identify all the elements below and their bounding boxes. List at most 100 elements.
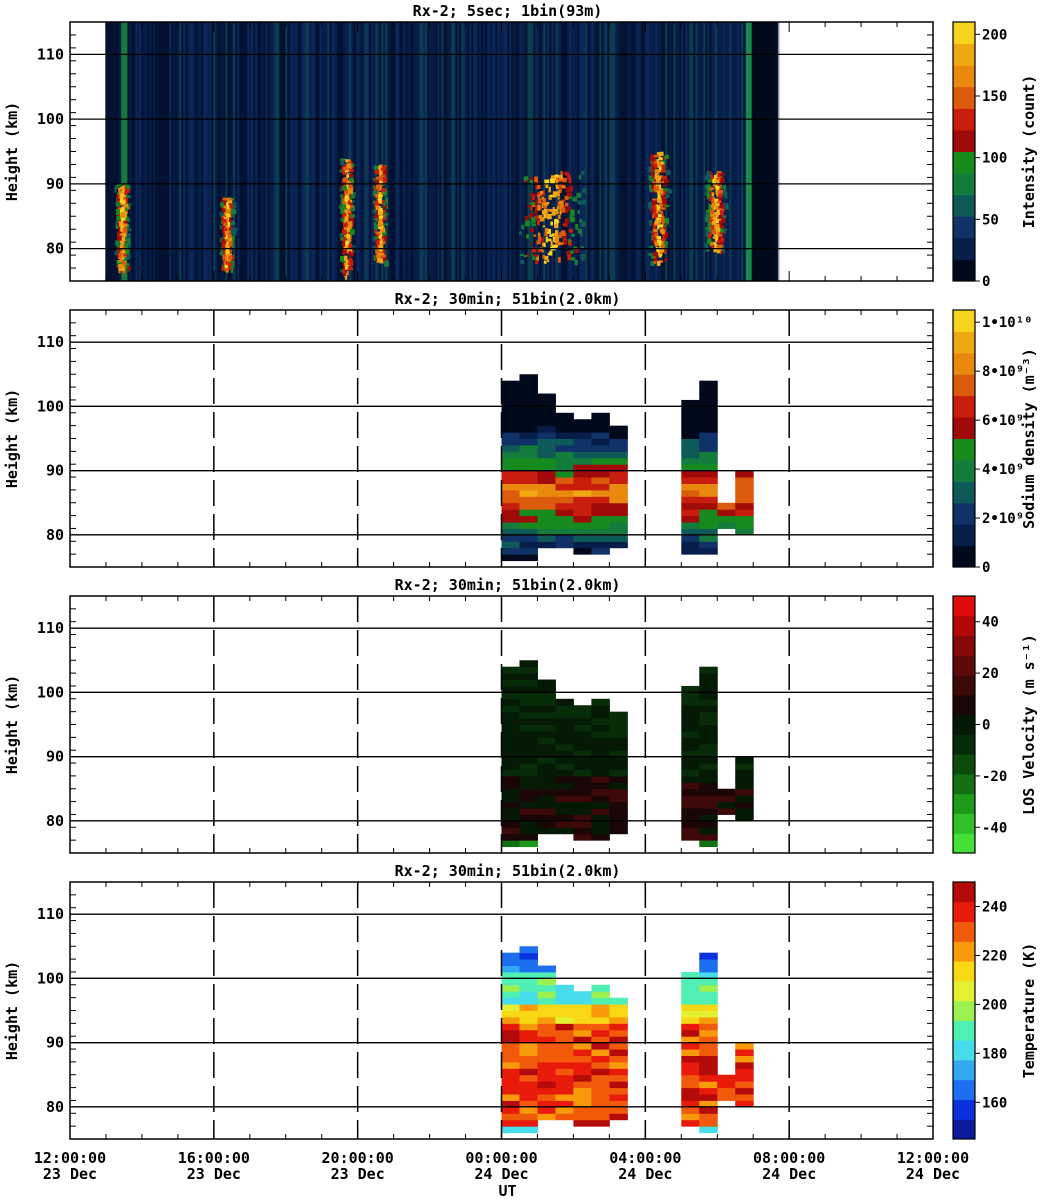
data-cell — [519, 840, 538, 848]
x-tick-time: 16:00:00 — [178, 1149, 250, 1167]
data-cell — [681, 756, 700, 764]
intensity-strip — [425, 22, 428, 281]
intensity-cell — [657, 213, 662, 218]
intensity-cell — [376, 239, 380, 245]
intensity-cell — [553, 208, 559, 212]
intensity-cell — [537, 204, 541, 211]
data-cell — [591, 1100, 610, 1108]
data-cell — [537, 1029, 556, 1037]
data-cell — [573, 1074, 592, 1082]
data-cell — [555, 1068, 574, 1076]
intensity-strip — [449, 22, 452, 281]
data-cell — [555, 1016, 574, 1024]
data-cell — [681, 412, 700, 420]
colorbar-segment — [953, 43, 975, 66]
data-cell — [699, 464, 718, 472]
data-cell — [537, 489, 556, 497]
data-cell — [555, 438, 574, 446]
data-cell — [519, 470, 538, 478]
intensity-strip — [585, 22, 588, 281]
colorbar-segment — [953, 1040, 975, 1061]
intensity-strip — [281, 22, 284, 281]
intensity-cell — [222, 241, 225, 247]
intensity-cell — [718, 189, 723, 194]
data-cell — [537, 509, 556, 517]
intensity-strip — [421, 22, 424, 281]
intensity-cell — [226, 204, 230, 210]
intensity-strip — [735, 22, 738, 281]
intensity-strip — [551, 22, 554, 281]
intensity-strip — [145, 22, 148, 281]
data-cell — [735, 763, 754, 770]
intensity-strip — [497, 22, 500, 281]
intensity-strip — [395, 22, 398, 281]
intensity-strip — [641, 22, 644, 281]
data-cell — [537, 984, 556, 992]
intensity-strip — [347, 22, 350, 281]
intensity-cell — [723, 191, 728, 197]
data-cell — [537, 679, 556, 687]
intensity-strip — [331, 22, 334, 281]
intensity-cell — [117, 231, 121, 237]
intensity-cell — [228, 255, 232, 260]
data-cell — [699, 399, 718, 407]
y-axis-label: Height (km) — [3, 102, 21, 201]
data-cell — [591, 483, 610, 491]
data-cell — [501, 444, 520, 452]
data-cell — [519, 1016, 538, 1024]
x-tick-date: 24 Dec — [474, 1165, 528, 1183]
data-cell — [519, 1029, 538, 1037]
intensity-cell — [706, 194, 711, 200]
data-cell — [699, 820, 718, 828]
data-cell — [501, 991, 520, 999]
intensity-cell — [125, 264, 128, 271]
intensity-cell — [227, 236, 232, 242]
data-cell — [735, 522, 754, 529]
intensity-cell — [341, 162, 345, 166]
data-cell — [519, 718, 538, 725]
intensity-cell — [544, 202, 548, 207]
intensity-cell — [558, 215, 561, 220]
intensity-cell — [648, 220, 653, 226]
data-cell — [519, 399, 538, 407]
data-cell — [573, 1042, 592, 1050]
data-cell — [519, 1074, 538, 1082]
intensity-cell — [666, 170, 671, 176]
data-cell — [681, 1081, 700, 1089]
intensity-cell — [345, 240, 349, 246]
intensity-cell — [706, 171, 712, 176]
intensity-strip — [481, 22, 484, 281]
data-cell — [519, 997, 538, 1005]
intensity-strip — [513, 22, 516, 281]
intensity-strip — [685, 22, 688, 281]
data-cell — [573, 827, 592, 835]
intensity-cell — [534, 260, 539, 264]
data-cell — [555, 1055, 574, 1063]
data-cell — [501, 711, 520, 719]
intensity-cell — [118, 188, 121, 193]
intensity-strip — [277, 22, 280, 281]
intensity-cell — [651, 173, 655, 177]
data-cell — [537, 1074, 556, 1082]
intensity-cell — [650, 156, 654, 162]
y-tick-label: 100 — [37, 969, 64, 987]
data-cell — [519, 1113, 538, 1121]
intensity-cell — [377, 258, 381, 263]
intensity-cell — [572, 212, 575, 217]
data-cell — [681, 419, 700, 427]
intensity-strip — [339, 22, 342, 281]
intensity-cell — [558, 188, 562, 193]
intensity-cell — [544, 208, 548, 215]
intensity-cell — [537, 235, 541, 241]
intensity-cell — [347, 207, 351, 214]
data-cell — [591, 419, 610, 427]
intensity-cell — [119, 212, 123, 218]
colorbar-segment — [953, 459, 975, 482]
intensity-cell — [719, 207, 724, 213]
intensity-cell — [650, 245, 653, 249]
data-cell — [573, 419, 592, 427]
intensity-cell — [223, 205, 227, 209]
intensity-strip — [661, 22, 664, 281]
intensity-cell — [663, 241, 668, 248]
intensity-strip — [219, 22, 222, 281]
